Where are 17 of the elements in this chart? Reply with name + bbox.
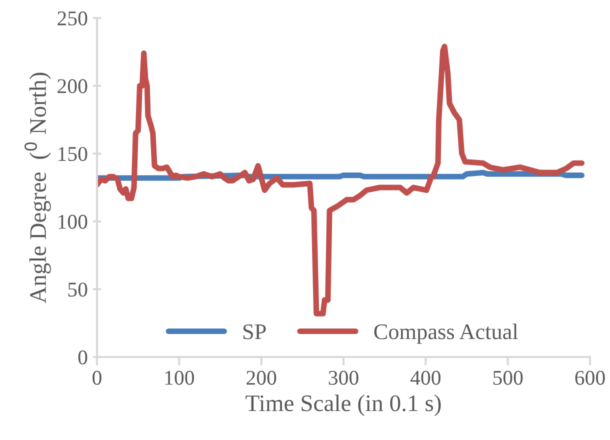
x-axis-title: Time Scale (in 0.1 s) (246, 394, 441, 416)
y-tick-label: 150 (58, 146, 88, 162)
y-tick-label: 0 (78, 350, 88, 364)
x-tick-label: 300 (328, 370, 358, 385)
y-axis-title: Angle Degree ($^{0}$ North) (24, 72, 51, 304)
x-tick-label: 600 (575, 370, 605, 385)
x-tick-label: 500 (493, 370, 523, 385)
legend-label: Compass Actual (374, 324, 518, 344)
x-tick-label: 0 (92, 370, 102, 385)
y-tick-label: 200 (58, 79, 88, 94)
legend-label: SP (243, 324, 266, 340)
x-tick-label: 400 (410, 370, 440, 385)
y-tick-label: 50 (68, 282, 88, 297)
x-tick-label: 100 (165, 370, 194, 385)
x-tick-label: 200 (246, 370, 276, 385)
y-tick-label: 100 (58, 214, 88, 229)
y-tick-label: 250 (58, 11, 88, 26)
